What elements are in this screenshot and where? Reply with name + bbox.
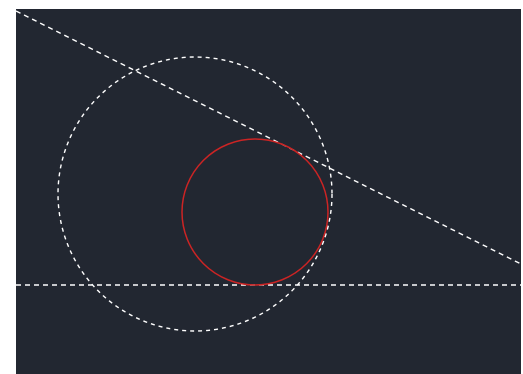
diagonal-construction-line[interactable] [16, 10, 521, 265]
viewport-background [16, 9, 521, 374]
drawing-canvas[interactable] [16, 9, 521, 374]
red-tangent-circle[interactable] [181, 138, 329, 286]
drawing-viewport[interactable] [16, 9, 521, 374]
dashed-construction-circle[interactable] [57, 56, 333, 332]
